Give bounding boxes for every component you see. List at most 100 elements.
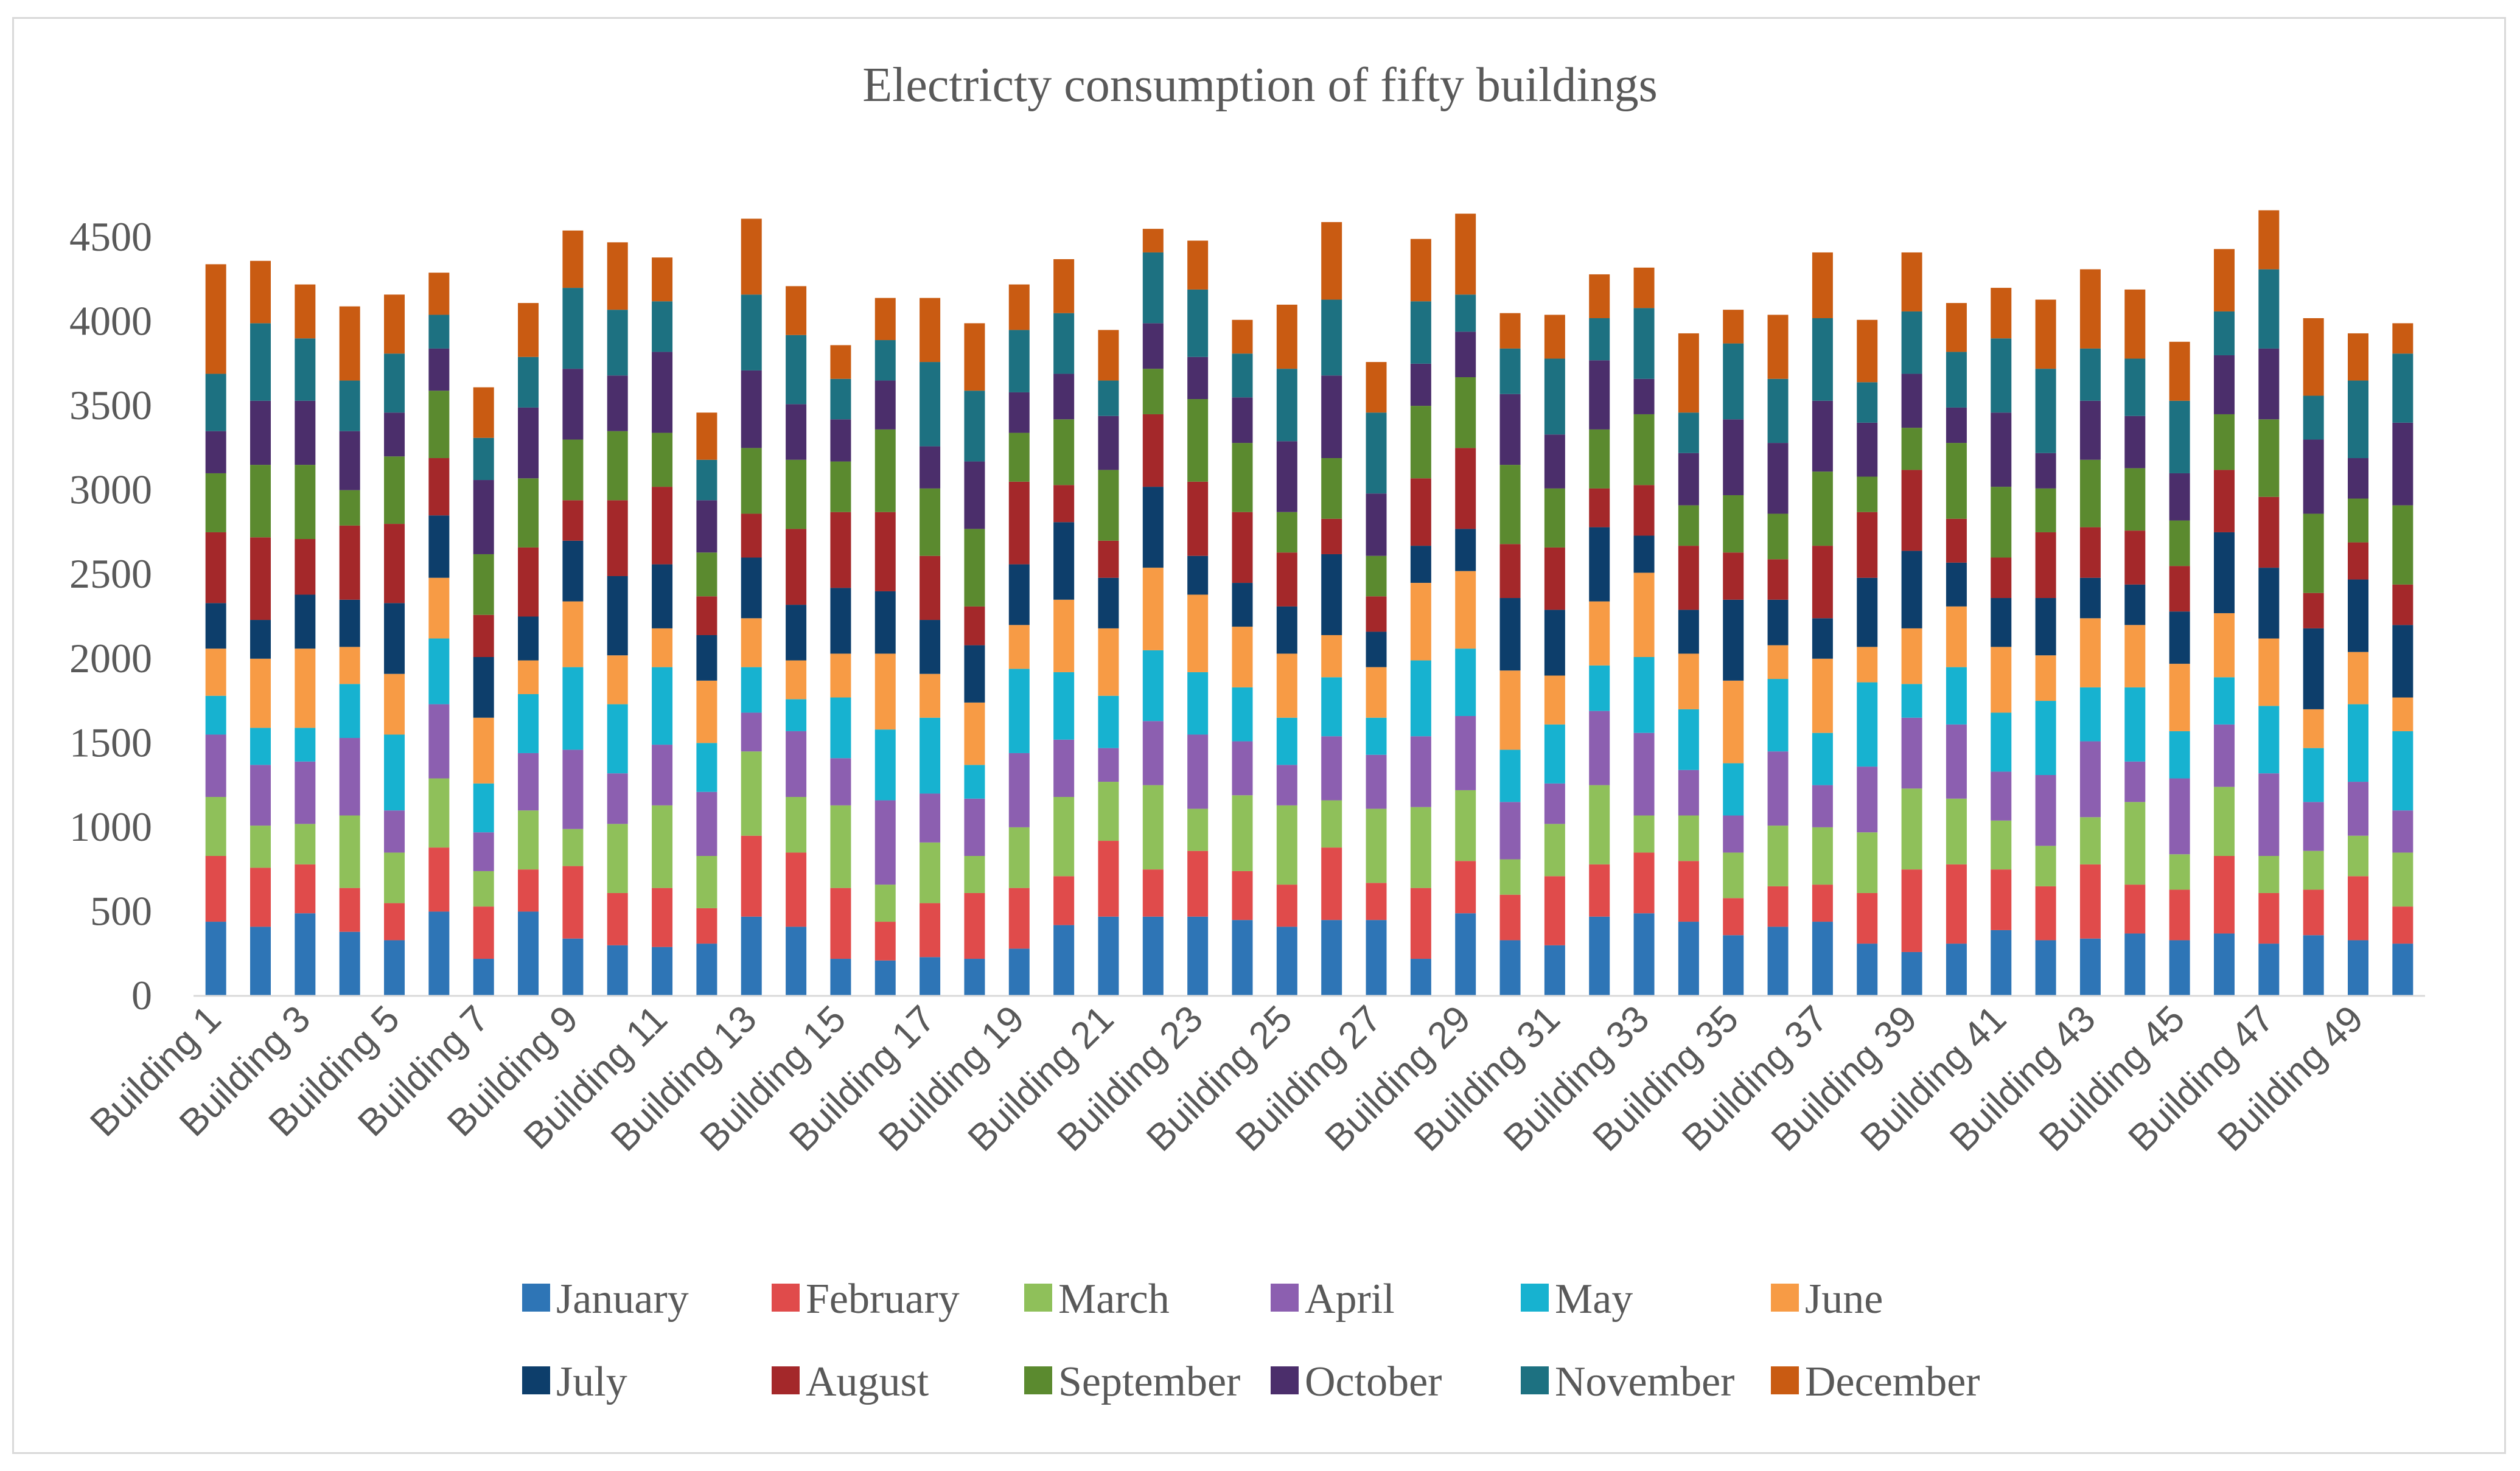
bar-stack	[250, 260, 271, 996]
bar-segment-january	[250, 927, 271, 996]
bar-segment-november	[2303, 395, 2324, 440]
bar-segment-august	[1232, 512, 1253, 583]
bar-segment-august	[741, 513, 762, 558]
bar-segment-november	[1142, 252, 1164, 324]
bar-segment-february	[1901, 869, 1922, 952]
bar-segment-october	[2035, 453, 2056, 489]
bar-segment-september	[428, 391, 450, 459]
bar-segment-september	[696, 552, 717, 597]
bar-segment-may	[1053, 672, 1075, 740]
bar-segment-november	[1857, 382, 1878, 423]
bar-segment-november	[2169, 400, 2190, 473]
bar-segment-june	[1499, 670, 1521, 750]
bar-segment-august	[1812, 546, 1833, 619]
bar-stack	[1767, 315, 1789, 996]
bar-segment-february	[1008, 888, 1030, 949]
bar-segment-april	[2347, 782, 2368, 836]
bar-segment-november	[1321, 299, 1342, 376]
legend-swatch	[522, 1366, 550, 1394]
bar-segment-september	[1812, 471, 1833, 546]
bar-segment-november	[1544, 358, 1565, 435]
bar-segment-may	[1321, 677, 1342, 737]
bar-segment-november	[607, 310, 628, 376]
bar-segment-december	[1499, 313, 1521, 349]
bar-segment-january	[2124, 933, 2146, 996]
bar-segment-november	[473, 437, 494, 481]
bar-segment-april	[562, 749, 584, 829]
bar-segment-april	[1946, 724, 1967, 799]
legend-item-february: February	[772, 1276, 960, 1323]
bar-segment-may	[1410, 660, 1431, 737]
bar-segment-may	[1098, 695, 1119, 748]
bar-segment-november	[2258, 269, 2280, 349]
bar-segment-may	[473, 783, 494, 833]
bar-segment-december	[428, 273, 450, 315]
bar-segment-february	[741, 835, 762, 917]
bar-segment-december	[1410, 238, 1431, 302]
bar-segment-august	[696, 596, 717, 635]
bar-segment-december	[2169, 341, 2190, 401]
bar-segment-november	[1767, 378, 1789, 443]
bar-stack	[1455, 214, 1476, 996]
bar-segment-february	[2079, 864, 2101, 939]
bar-segment-july	[562, 540, 584, 602]
bar-segment-february	[295, 864, 316, 914]
bar-segment-april	[607, 773, 628, 824]
bar-segment-february	[652, 888, 673, 947]
bar-segment-july	[2079, 577, 2101, 619]
bar-segment-april	[1901, 717, 1922, 789]
bar-segment-april	[1857, 767, 1878, 833]
bar-segment-december	[1857, 319, 1878, 383]
bar-segment-june	[1455, 571, 1476, 649]
bar-stack	[2035, 299, 2056, 996]
bar-stack	[1321, 222, 1342, 996]
bar-segment-june	[1366, 667, 1387, 718]
bar-segment-january	[2169, 940, 2190, 996]
bar-segment-december	[2347, 333, 2368, 381]
legend-swatch	[1521, 1366, 1549, 1394]
bar-segment-june	[2079, 618, 2101, 687]
legend-label: April	[1305, 1276, 1395, 1323]
bar-segment-june	[1187, 594, 1209, 672]
bar-segment-january	[2347, 940, 2368, 996]
bar-segment-april	[2079, 741, 2101, 818]
bar-segment-august	[1008, 481, 1030, 565]
bar-segment-july	[652, 564, 673, 628]
bar-segment-may	[1633, 657, 1655, 733]
bar-segment-november	[1366, 412, 1387, 494]
bar-stack	[607, 242, 628, 996]
legend-swatch	[772, 1284, 800, 1312]
bar-segment-january	[1098, 916, 1119, 996]
bar-segment-april	[250, 765, 271, 826]
bar-segment-december	[1723, 310, 1744, 344]
bar-segment-june	[1053, 599, 1075, 672]
bar-segment-april	[2124, 761, 2146, 802]
bar-segment-november	[384, 353, 405, 413]
bar-segment-january	[2392, 944, 2414, 996]
bar-segment-september	[2392, 505, 2414, 585]
bar-segment-june	[428, 577, 450, 639]
bar-segment-march	[741, 751, 762, 836]
legend-label: February	[806, 1276, 960, 1323]
bar-segment-december	[741, 218, 762, 295]
bar-segment-december	[607, 242, 628, 310]
bar-segment-may	[2303, 748, 2324, 802]
bar-segment-september	[1232, 443, 1253, 512]
bar-segment-october	[1678, 453, 1699, 506]
bar-stack	[1901, 252, 1922, 996]
legend-label: December	[1805, 1358, 1980, 1405]
bar-segment-august	[2258, 496, 2280, 568]
bar-segment-july	[384, 603, 405, 674]
bar-segment-july	[428, 515, 450, 578]
bar-segment-january	[1544, 945, 1565, 996]
bar-segment-november	[1232, 353, 1253, 398]
bar-segment-june	[652, 628, 673, 667]
bar-segment-september	[786, 459, 807, 529]
bar-segment-august	[518, 547, 539, 617]
bar-stack	[2124, 289, 2146, 996]
bar-segment-september	[1187, 399, 1209, 482]
bar-segment-february	[830, 888, 851, 959]
bar-segment-november	[518, 356, 539, 408]
bar-segment-june	[2258, 638, 2280, 706]
bar-segment-november	[1723, 343, 1744, 420]
